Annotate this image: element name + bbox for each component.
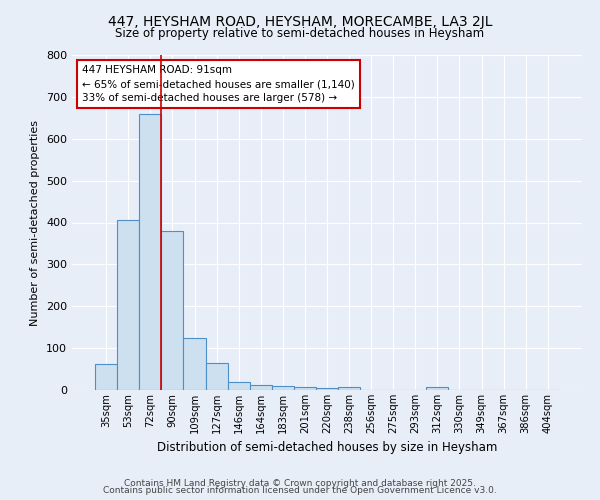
Bar	[117, 220, 139, 390]
Bar	[316, 388, 338, 390]
Text: 447, HEYSHAM ROAD, HEYSHAM, MORECAMBE, LA3 2JL: 447, HEYSHAM ROAD, HEYSHAM, MORECAMBE, L…	[108, 15, 492, 29]
Bar	[139, 114, 161, 390]
Text: Contains public sector information licensed under the Open Government Licence v3: Contains public sector information licen…	[103, 486, 497, 495]
Bar	[338, 387, 360, 390]
Bar	[272, 386, 294, 390]
Bar	[250, 385, 272, 390]
Bar	[206, 363, 227, 390]
Bar	[294, 386, 316, 390]
Bar	[95, 364, 117, 390]
Text: Size of property relative to semi-detached houses in Heysham: Size of property relative to semi-detach…	[115, 28, 485, 40]
Bar	[184, 338, 206, 390]
Y-axis label: Number of semi-detached properties: Number of semi-detached properties	[31, 120, 40, 326]
Bar	[227, 382, 250, 390]
Bar	[427, 388, 448, 390]
Text: 447 HEYSHAM ROAD: 91sqm
← 65% of semi-detached houses are smaller (1,140)
33% of: 447 HEYSHAM ROAD: 91sqm ← 65% of semi-de…	[82, 65, 355, 103]
Text: Contains HM Land Registry data © Crown copyright and database right 2025.: Contains HM Land Registry data © Crown c…	[124, 478, 476, 488]
Bar	[161, 231, 184, 390]
X-axis label: Distribution of semi-detached houses by size in Heysham: Distribution of semi-detached houses by …	[157, 442, 497, 454]
